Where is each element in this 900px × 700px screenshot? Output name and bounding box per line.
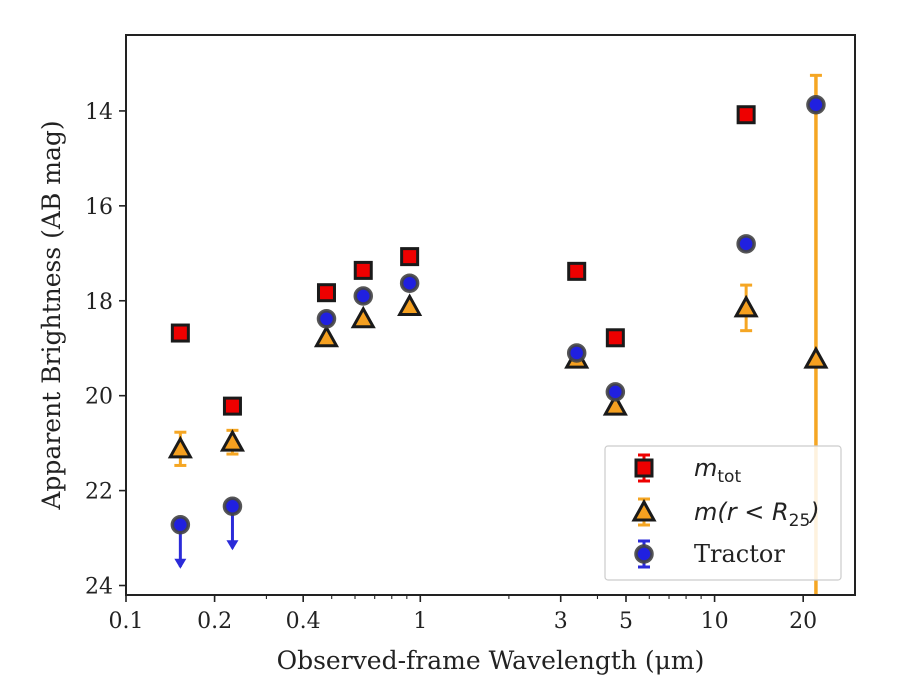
square-marker [605,328,625,348]
y-tick-label: 20 [85,385,113,410]
legend-item: m(r < R25) [631,497,820,531]
x-axis-ticks: 0.1 0.2 0.4 1 3 5 10 20 [109,595,817,634]
triangle-marker [602,393,628,416]
triangle-marker [350,305,376,329]
x-tick-label: 3 [554,609,568,634]
triangle-marker [803,346,829,369]
legend-item: Tractor [634,539,785,569]
circle-marker [222,496,243,517]
square-marker [400,247,420,267]
triangle-marker [397,293,423,316]
arrow-head [226,540,239,551]
legend-label: mtot [694,454,741,487]
y-tick-label: 14 [85,100,113,125]
arrow-head [174,558,187,569]
triangle-marker [631,498,657,522]
y-tick-label: 16 [85,195,113,220]
legend-label: m(r < R25) [694,498,820,531]
x-tick-label: 10 [701,609,729,634]
legend-label: Tractor [694,540,785,568]
legend-label-subscript: 25 [789,511,811,531]
legend-item: mtot [634,453,741,487]
triangle-marker [313,324,340,348]
square-marker [222,396,242,416]
square-marker [170,323,190,343]
legend-label-close: ) [808,498,819,526]
triangle-marker [733,294,759,318]
triangle-marker [219,429,246,452]
square-marker [736,105,756,125]
triangle-marker [167,435,193,459]
plot-frame [125,34,856,596]
y-tick-label: 22 [85,480,113,505]
y-axis-ticks: 14 16 18 20 22 24 [85,100,126,600]
circle-marker [566,343,587,363]
x-tick-label: 5 [619,609,633,634]
circle-marker [806,95,826,115]
legend: mtot m(r < R25) Tractor [604,445,842,581]
y-tick-label: 18 [85,290,113,315]
circle-marker [316,309,337,329]
square-marker [316,283,336,303]
x-tick-label: 20 [789,609,817,634]
x-tick-label: 0.1 [109,609,144,634]
legend-label-subscript: tot [717,467,741,487]
circle-marker [634,544,654,564]
circle-marker [353,286,374,306]
circle-marker [736,234,756,254]
x-tick-label: 0.2 [197,609,232,634]
x-axis-label: Observed-frame Wavelength (μm) [277,646,705,675]
square-marker [353,260,373,280]
square-marker [634,458,654,478]
legend-label-main: m(r < R [694,498,789,526]
y-tick-label: 24 [85,575,113,600]
y-axis-label: Apparent Brightness (AB mag) [37,120,66,510]
circle-marker [605,382,626,402]
x-tick-label: 1 [413,609,427,634]
markers [167,95,829,535]
x-tick-label: 0.4 [286,609,321,634]
legend-label-main: m [694,454,717,482]
square-marker [567,261,587,281]
circle-marker [399,273,420,293]
circle-marker [170,515,191,535]
legend-box [604,445,842,581]
